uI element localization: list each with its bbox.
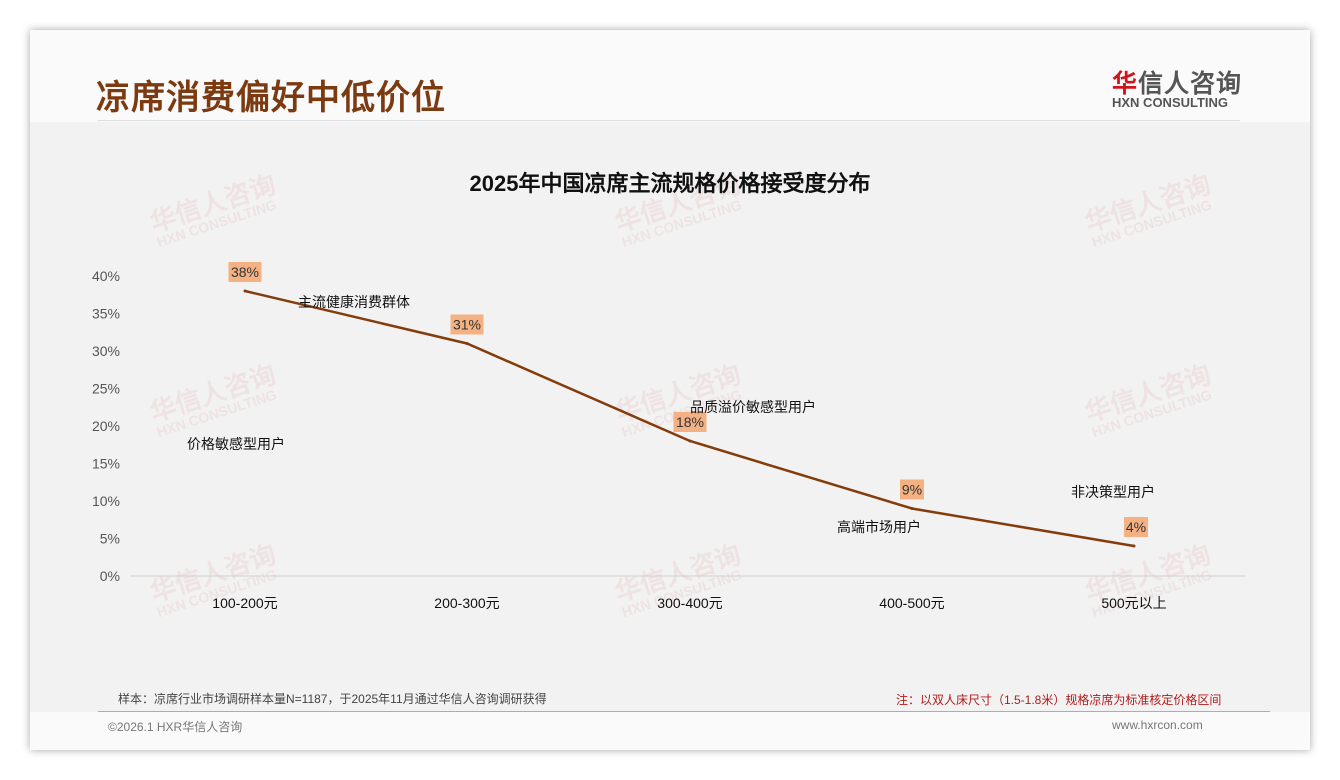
x-tick-label: 500元以上 [1101, 595, 1166, 611]
y-tick-label: 30% [92, 343, 120, 359]
footer-divider [98, 711, 1270, 712]
annotation: 品质溢价敏感型用户 [690, 399, 816, 415]
x-tick-label: 300-400元 [657, 595, 722, 611]
data-label: 31% [453, 317, 481, 333]
chart-title: 2025年中国凉席主流规格价格接受度分布 [469, 171, 871, 196]
data-label: 38% [231, 264, 259, 280]
data-label: 9% [902, 482, 922, 498]
y-tick-label: 5% [100, 531, 120, 547]
annotation: 高端市场用户 [837, 519, 921, 535]
logo-text: 信人咨询 [1138, 70, 1243, 98]
data-label-bg [673, 412, 707, 432]
y-tick-label: 20% [92, 418, 120, 434]
chart-area-background [30, 122, 1310, 712]
data-point [910, 507, 914, 510]
x-tick-label: 200-300元 [434, 595, 499, 611]
data-point [1132, 544, 1136, 548]
x-tick-label: 100-200元 [212, 595, 277, 611]
website-url: www.hxrcon.com [1112, 718, 1203, 732]
logo-mark: 华 [1112, 70, 1139, 98]
y-tick-label: 15% [92, 456, 120, 472]
data-point [243, 289, 247, 293]
data-point [465, 342, 469, 345]
annotation: 非决策型用户 [1071, 484, 1155, 500]
y-tick-label: 25% [92, 381, 120, 397]
data-label-bg [1124, 517, 1148, 537]
y-tick-label: 40% [92, 268, 120, 284]
x-tick-label: 400-500元 [879, 595, 944, 611]
data-label: 4% [1126, 519, 1146, 535]
data-label-bg [450, 314, 484, 335]
data-label: 18% [676, 414, 704, 430]
data-point [688, 439, 692, 443]
page-title: 凉席消费偏好中低价位 [96, 79, 446, 117]
copyright: ©2026.1 HXR华信人咨询 [108, 720, 243, 734]
data-label-bg [900, 479, 924, 500]
data-label-bg [228, 262, 262, 282]
y-tick-label: 10% [92, 493, 120, 509]
logo: 华信人咨询 [1112, 64, 1242, 100]
price-note: 注：以双人床尺寸（1.5-1.8米）规格凉席为标准核定价格区间 [896, 693, 1222, 707]
logo-subtitle: HXN CONSULTING [1112, 95, 1229, 110]
y-tick-label: 0% [100, 568, 120, 584]
y-tick-label: 35% [92, 306, 120, 322]
annotation: 价格敏感型用户 [187, 436, 285, 452]
title-divider [98, 120, 1240, 121]
annotation: 主流健康消费群体 [298, 294, 410, 310]
sample-note: 样本：凉席行业市场调研样本量N=1187，于2025年11月通过华信人咨询调研获… [118, 692, 547, 706]
